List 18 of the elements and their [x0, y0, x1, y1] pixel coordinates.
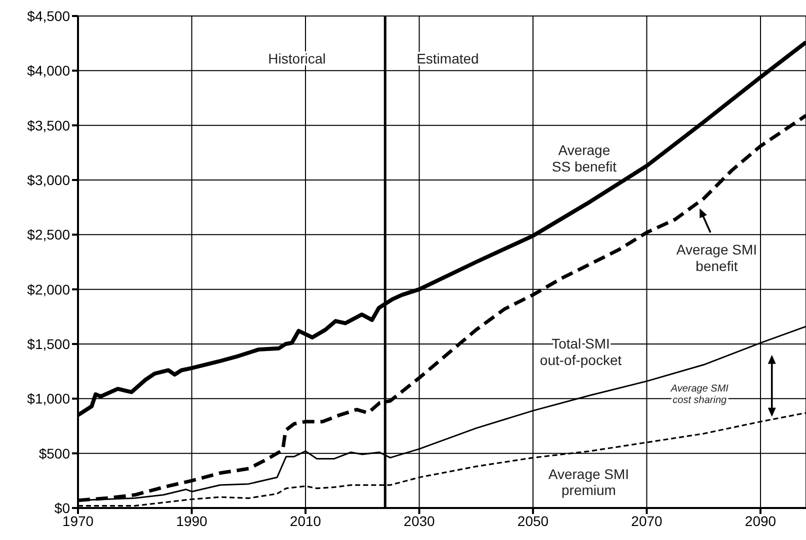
series-label: Average SMI premium [548, 466, 630, 498]
legend-label: Average SMI benefit [676, 241, 758, 274]
y-tick-label: $3,500 [27, 117, 70, 134]
y-tick-label: $2,000 [27, 281, 70, 298]
y-tick-label: $1,000 [27, 390, 70, 407]
x-tick-label: 2090 [744, 512, 776, 529]
series-label: Average SS benefit [552, 142, 617, 174]
y-tick-label: $4,000 [27, 62, 70, 79]
x-tick-label: 1990 [176, 512, 208, 529]
y-tick-label: $2,500 [27, 226, 70, 243]
x-tick-label: 2070 [631, 512, 663, 529]
y-tick-label: $3,000 [27, 172, 70, 188]
x-tick-label: 2050 [517, 512, 549, 529]
y-tick-label: $500 [38, 445, 70, 462]
x-tick-label: 2010 [290, 512, 322, 529]
x-tick-label: 2030 [404, 512, 436, 529]
y-tick-label: $4,500 [27, 8, 70, 24]
y-tick-label: $1,500 [27, 336, 70, 352]
